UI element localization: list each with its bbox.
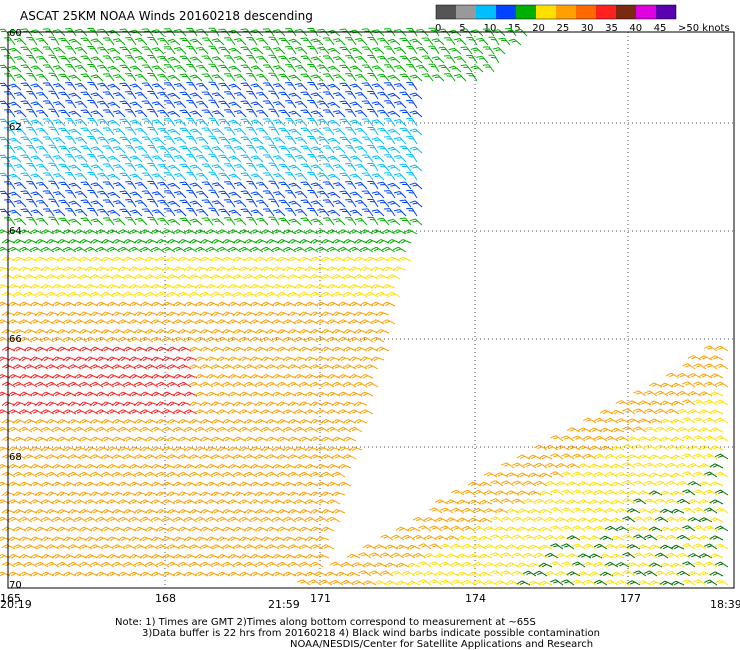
legend-swatch [476,5,496,19]
legend-swatch [556,5,576,19]
legend-label: 30 [581,23,594,34]
lat-label: 70 [9,580,22,591]
map-title: ASCAT 25KM NOAA Winds 20160218 descendin… [20,9,313,23]
legend-label: 20 [532,23,545,34]
legend-swatch [596,5,616,19]
legend-swatch [496,5,516,19]
lon-label: 174 [465,592,486,605]
lat-lon-grid [8,32,734,588]
note-line-3: NOAA/NESDIS/Center for Satellite Applica… [290,639,593,650]
legend-label: 40 [629,23,642,34]
time-label-left: 20:19 [0,598,32,611]
note-line-1: Note: 1) Times are GMT 2)Times along bot… [115,617,536,628]
legend-label: 5 [459,23,465,34]
legend-swatch [536,5,556,19]
note-line-2: 3)Data buffer is 22 hrs from 20160218 4)… [142,628,600,639]
lat-label: 64 [9,226,22,237]
legend-label: 10 [484,23,497,34]
lat-label: 68 [9,452,22,463]
legend-swatch [576,5,596,19]
lon-label: 171 [310,592,331,605]
legend-swatch [656,5,676,19]
legend-label: 35 [605,23,618,34]
wind-barbs [0,27,729,586]
legend-swatch [616,5,636,19]
lon-label: 177 [620,592,641,605]
legend-label: 45 [654,23,667,34]
lon-label: 168 [155,592,176,605]
lon-label: 165 [0,592,21,605]
lat-label: 62 [9,122,22,133]
time-label-middle: 21:59 [268,598,300,611]
time-label-right: 18:39 [710,598,740,611]
lat-label: 60 [9,28,22,39]
lat-label: 66 [9,334,22,345]
legend-label: 25 [557,23,570,34]
legend-label: 0 [435,23,441,34]
legend-swatch [516,5,536,19]
legend-swatch [456,5,476,19]
legend-label: >50 knots [678,23,730,34]
legend-swatch [436,5,456,19]
legend-swatch [636,5,656,19]
latitude-labels: 60 62 64 66 68 70 [9,28,22,591]
longitude-labels: 165 168 171 174 177 [0,592,641,605]
wind-speed-legend: 0 5 10 15 20 25 30 35 40 45 >50 knots [435,4,730,34]
legend-label: 15 [508,23,521,34]
